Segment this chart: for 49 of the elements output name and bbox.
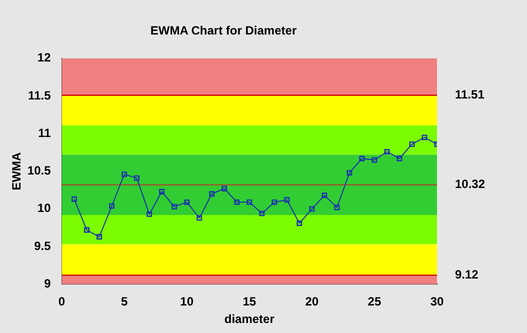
point: [284, 197, 290, 203]
x-tick-label: 30: [430, 294, 444, 309]
ref-line-label: 11.51: [455, 88, 485, 102]
point: [396, 156, 402, 162]
x-axis-title: diameter: [224, 312, 275, 326]
point: [172, 204, 178, 210]
point: [134, 175, 140, 181]
y-tick-label: 12: [37, 50, 52, 65]
point: [422, 134, 428, 140]
ref-line-label: 10.32: [455, 177, 486, 192]
point: [372, 157, 378, 163]
y-tick-label: 10: [37, 201, 52, 216]
x-tick-label: 15: [242, 294, 256, 309]
point: [72, 196, 77, 202]
point: [384, 149, 390, 154]
point: [96, 234, 102, 240]
point: [259, 210, 265, 216]
ref-line-label: 9.12: [455, 267, 479, 282]
y-tick-label: 10.5: [27, 164, 52, 178]
x-tick-label: 25: [368, 294, 382, 309]
point: [209, 191, 215, 197]
point: [196, 215, 202, 221]
point: [109, 203, 115, 209]
x-tick-label: 0: [58, 294, 66, 309]
point: [246, 199, 252, 205]
point: [222, 186, 228, 192]
x-tick-label: 5: [120, 294, 128, 309]
y-tick-label: 9: [44, 276, 52, 291]
y-tick-label: 11: [38, 126, 52, 140]
point: [159, 188, 165, 194]
point: [346, 170, 352, 176]
x-tick-label: 20: [305, 294, 319, 309]
point: [322, 192, 328, 198]
y-tick-label: 9.5: [34, 238, 52, 253]
point: [296, 220, 302, 226]
point: [359, 156, 365, 162]
point: [146, 211, 152, 217]
point: [184, 199, 190, 205]
point: [334, 204, 340, 210]
point: [84, 227, 90, 233]
x-tick-label: 10: [180, 294, 194, 309]
point: [309, 206, 315, 212]
chart-title: EWMA Chart for Diameter: [150, 24, 297, 38]
point: [122, 172, 128, 178]
point: [234, 199, 240, 205]
y-tick-label: 11.5: [28, 88, 52, 102]
y-axis-title: EWMA: [10, 152, 24, 190]
point: [272, 199, 278, 205]
point: [409, 141, 415, 147]
